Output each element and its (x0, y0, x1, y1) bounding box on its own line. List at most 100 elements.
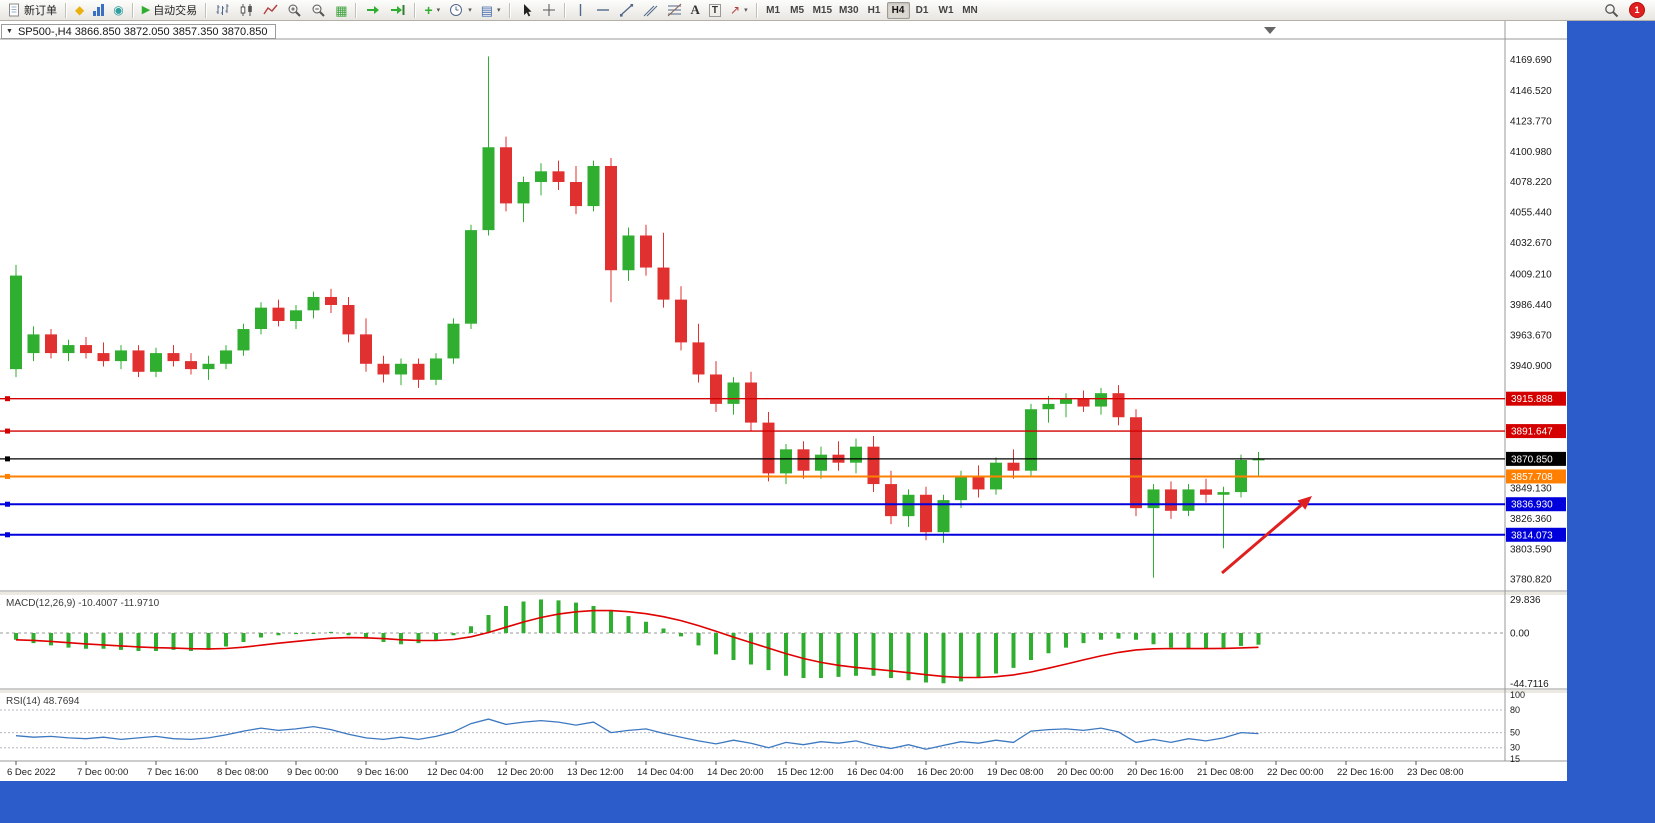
toolbar-separator (131, 2, 134, 18)
crosshair-tool-button[interactable] (538, 1, 560, 19)
autotrading-button[interactable]: ▶ 自动交易 (138, 1, 201, 19)
templates-icon: ▤ (480, 2, 493, 18)
svg-text:4169.690: 4169.690 (1510, 55, 1552, 66)
toolbar-separator (508, 2, 511, 18)
zoom-out-icon (312, 4, 325, 17)
arrow-tool-icon: ↗ (730, 3, 741, 17)
svg-text:7 Dec 00:00: 7 Dec 00:00 (77, 767, 128, 778)
main-toolbar: 新订单 ◆ ◉ ▶ 自动交易 ▦ (0, 0, 1655, 21)
svg-text:21 Dec 08:00: 21 Dec 08:00 (1197, 767, 1254, 778)
new-order-icon (9, 3, 19, 17)
text-tool-button[interactable]: A (687, 1, 704, 19)
timeframe-h1-button[interactable]: H1 (863, 2, 886, 19)
timeframe-h4-button[interactable]: H4 (886, 1, 910, 19)
fibonacci-tool-button[interactable] (663, 1, 686, 19)
svg-text:15: 15 (1510, 754, 1520, 764)
metaquotes-button[interactable]: ◆ (71, 1, 88, 19)
profiles-button[interactable] (89, 1, 108, 19)
svg-text:20 Dec 16:00: 20 Dec 16:00 (1127, 767, 1184, 778)
horizontal-line-tool-button[interactable] (592, 1, 614, 19)
symbol-ohlc-text: SP500-,H4 3866.850 3872.050 3857.350 387… (17, 25, 268, 38)
terminal-icon: ◉ (113, 3, 124, 17)
collapse-arrow-icon[interactable]: ▼ (6, 28, 13, 35)
tile-windows-icon: ▦ (335, 2, 348, 18)
timeframe-m5-button[interactable]: M5 (786, 2, 809, 19)
svg-text:50: 50 (1510, 728, 1520, 738)
search-icon[interactable] (1604, 3, 1619, 18)
macd-name: MACD(12,26,9) (6, 598, 76, 609)
chart-shift-icon (391, 5, 405, 15)
diamond-icon: ◆ (75, 3, 85, 17)
toolbar-separator (205, 2, 208, 18)
svg-text:6 Dec 2022: 6 Dec 2022 (7, 767, 56, 778)
svg-text:3849.130: 3849.130 (1510, 483, 1552, 494)
svg-text:3986.440: 3986.440 (1510, 300, 1552, 311)
notification-badge[interactable]: 1 (1629, 2, 1645, 18)
macd-label: MACD(12,26,9) -10.4007 -11.9710 (6, 598, 159, 609)
cursor-tool-button[interactable] (515, 1, 537, 19)
svg-text:3857.708: 3857.708 (1511, 472, 1553, 483)
svg-text:3963.670: 3963.670 (1510, 330, 1552, 341)
indicators-button[interactable]: + ▾ (420, 1, 444, 19)
svg-text:7 Dec 16:00: 7 Dec 16:00 (147, 767, 198, 778)
svg-text:13 Dec 12:00: 13 Dec 12:00 (567, 767, 624, 778)
new-order-label: 新订单 (24, 5, 57, 17)
timeframe-m1-button[interactable]: M1 (762, 2, 785, 19)
line-chart-mode-button[interactable] (259, 1, 282, 19)
svg-text:12 Dec 20:00: 12 Dec 20:00 (497, 767, 554, 778)
svg-text:100: 100 (1510, 690, 1525, 700)
auto-scroll-button[interactable] (361, 1, 385, 19)
terminal-button[interactable]: ◉ (109, 1, 127, 19)
svg-text:4123.770: 4123.770 (1510, 116, 1552, 127)
bar-chart-mode-button[interactable] (211, 1, 234, 19)
cursor-icon (523, 4, 532, 17)
channel-tool-button[interactable] (639, 1, 662, 19)
tile-windows-button[interactable]: ▦ (331, 1, 351, 19)
svg-text:29.836: 29.836 (1510, 595, 1541, 606)
svg-text:4146.520: 4146.520 (1510, 86, 1552, 97)
svg-text:14 Dec 04:00: 14 Dec 04:00 (637, 767, 694, 778)
periods-button[interactable]: ▾ (445, 1, 476, 19)
play-icon: ▶ (141, 3, 151, 16)
svg-text:4055.440: 4055.440 (1510, 208, 1552, 219)
svg-text:-44.7116: -44.7116 (1510, 679, 1549, 690)
vertical-line-tool-button[interactable] (570, 1, 591, 19)
svg-text:19 Dec 08:00: 19 Dec 08:00 (987, 767, 1044, 778)
zoom-out-button[interactable] (307, 1, 330, 19)
timeframe-mn-button[interactable]: MN (959, 2, 982, 19)
svg-text:4100.980: 4100.980 (1510, 147, 1552, 158)
symbol-ohlc-box[interactable]: ▼ SP500-,H4 3866.850 3872.050 3857.350 3… (1, 24, 276, 39)
svg-text:9 Dec 00:00: 9 Dec 00:00 (287, 767, 338, 778)
timeframe-m30-button[interactable]: M30 (836, 2, 861, 19)
new-order-button[interactable]: 新订单 (4, 1, 61, 19)
svg-text:20 Dec 00:00: 20 Dec 00:00 (1057, 767, 1114, 778)
svg-text:3780.820: 3780.820 (1510, 575, 1552, 586)
text-label-icon: T (708, 3, 722, 17)
svg-text:16 Dec 20:00: 16 Dec 20:00 (917, 767, 974, 778)
text-a-icon: A (690, 2, 700, 17)
chart-shift-button[interactable] (386, 1, 410, 19)
toolbar-separator (65, 2, 67, 18)
text-label-tool-button[interactable]: T (705, 1, 725, 19)
svg-text:12 Dec 04:00: 12 Dec 04:00 (427, 767, 484, 778)
templates-button[interactable]: ▤ ▾ (477, 1, 505, 19)
trendline-icon (619, 4, 633, 17)
timeframe-w1-button[interactable]: W1 (935, 2, 958, 19)
auto-scroll-icon (367, 6, 380, 14)
price-chart-canvas[interactable]: 4169.690 4146.520 4123.770 4100.980 4078.220… (0, 21, 1567, 781)
svg-text:3891.647: 3891.647 (1511, 427, 1553, 438)
timeframe-d1-button[interactable]: D1 (911, 2, 934, 19)
timeframe-m15-button[interactable]: M15 (810, 2, 835, 19)
svg-text:22 Dec 00:00: 22 Dec 00:00 (1267, 767, 1324, 778)
svg-text:16 Dec 04:00: 16 Dec 04:00 (847, 767, 904, 778)
chart-window[interactable]: 4169.690 4146.520 4123.770 4100.980 4078.220… (0, 21, 1567, 781)
arrows-tool-button[interactable]: ↗ ▾ (726, 1, 752, 19)
trendline-tool-button[interactable] (615, 1, 638, 19)
zoom-in-button[interactable] (283, 1, 306, 19)
vertical-line-icon (579, 4, 581, 16)
candlestick-mode-button[interactable] (235, 1, 258, 19)
svg-text:0.00: 0.00 (1510, 629, 1530, 640)
fibonacci-icon (667, 3, 681, 17)
candlestick-icon (240, 4, 252, 16)
rsi-value: 48.7694 (43, 696, 80, 707)
